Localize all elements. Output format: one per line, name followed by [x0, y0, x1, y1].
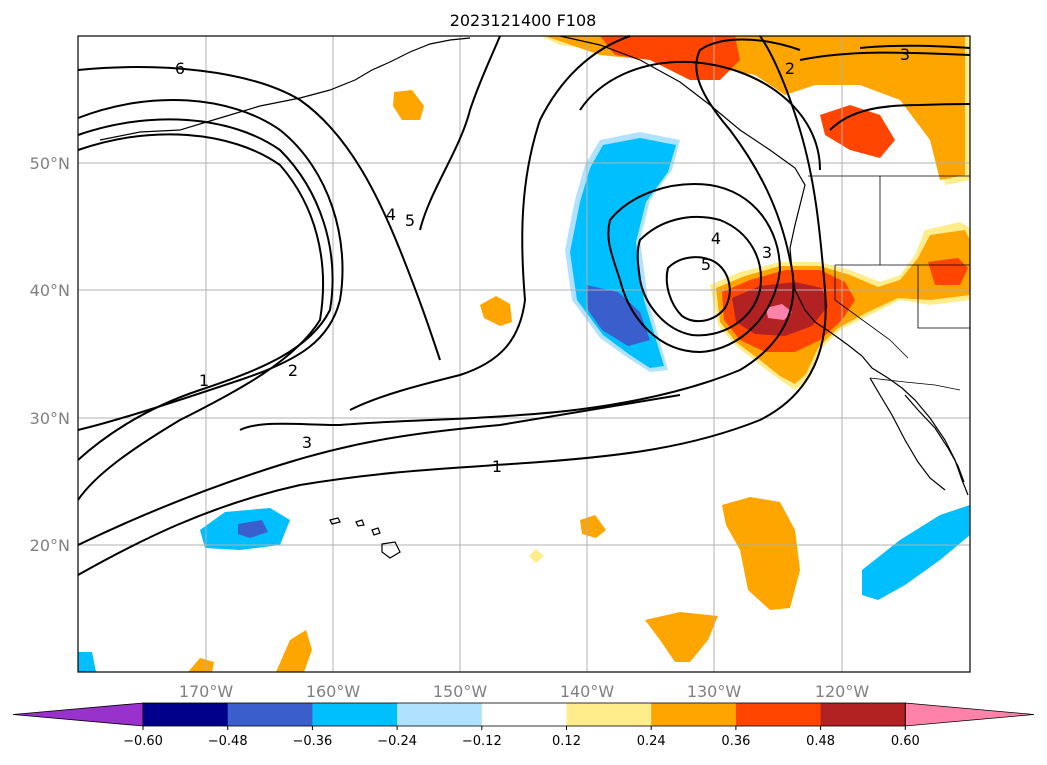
us-state-border-3: [917, 265, 970, 329]
lon-label: 130°W: [687, 682, 742, 701]
map-panel: 1 2 3 4 5 6 1 2 3 4 5 3: [77, 35, 971, 673]
contour-line: [859, 44, 971, 49]
map-title: 2023121400 F108: [450, 11, 597, 30]
anomaly-positive-south-5: [276, 630, 312, 672]
anomaly-positive-south-1: [722, 497, 800, 610]
contour-label: 3: [302, 433, 312, 452]
colorbar-frame: [142, 702, 906, 727]
contour-label: 3: [900, 45, 910, 64]
contour-line: [77, 133, 325, 501]
contour-labels: 1 2 3 4 5 6 1 2 3 4 5 3: [175, 45, 910, 476]
lat-label: 30°N: [30, 409, 70, 428]
anomaly-positive-region-north-core: [545, 36, 965, 180]
lon-label: 160°W: [306, 682, 361, 701]
colorbar-tick-label: 0.48: [806, 734, 835, 749]
colorbar-tick-label: −0.48: [208, 734, 248, 749]
contour-label: 2: [288, 361, 298, 380]
colorbar-segment: [735, 703, 822, 726]
contour-line: [419, 35, 501, 231]
anomaly-negative-baja: [862, 505, 970, 600]
anomaly-strong-bc: [820, 105, 895, 158]
anomaly-small-midpacific: [480, 296, 512, 326]
lon-label: 170°W: [179, 682, 234, 701]
anomaly-negative-left-edge: [78, 652, 96, 672]
alaska-peninsula-coast: [99, 37, 471, 141]
colorbar-segment: [227, 703, 313, 726]
political-borders: [808, 175, 970, 391]
colorbar-segment: [312, 703, 398, 726]
contour-line: [799, 51, 971, 61]
colorbar-tick-label: 0.12: [552, 734, 581, 749]
anomaly-small-alaska: [393, 90, 424, 120]
contour-line: [77, 99, 344, 431]
north-america-coast: [559, 35, 969, 496]
contour-label: 2: [785, 59, 795, 78]
hawaii-islands: [329, 517, 401, 559]
colorbar-extend-min: [12, 702, 144, 727]
gridlines: [78, 36, 970, 672]
colorbar-tick-label: −0.36: [292, 734, 332, 749]
contour-line: [829, 103, 971, 131]
lon-label: 150°W: [433, 682, 488, 701]
lon-label: 120°W: [815, 682, 870, 701]
contour-line: [77, 118, 334, 461]
contour-label: 6: [175, 59, 185, 78]
colorbar-segment: [397, 703, 483, 726]
anomaly-positive-south-6: [188, 658, 214, 672]
us-mexico-border: [869, 377, 961, 391]
anomaly-positive-south-4: [529, 549, 544, 563]
colorbar-tick-label: 0.24: [637, 734, 666, 749]
coastlines: [99, 35, 969, 496]
colorbar-tick-label: −0.12: [462, 734, 502, 749]
map-frame: [77, 35, 971, 673]
colorbar-segment: [651, 703, 737, 726]
contour-line: [579, 60, 821, 171]
lon-label: 140°W: [560, 682, 615, 701]
anomaly-positive-south-2: [645, 612, 718, 662]
colorbar-tick-label: −0.24: [377, 734, 417, 749]
colorbar-tick-label: −0.60: [123, 734, 163, 749]
contours: [77, 35, 971, 576]
contour-label: 4: [386, 205, 396, 224]
contour-line: [77, 66, 441, 361]
colorbar-segment: [566, 703, 652, 726]
latitude-labels: 50°N 40°N 30°N 20°N: [30, 154, 70, 555]
contour-line: [636, 216, 762, 337]
contour-line: [349, 35, 631, 411]
lat-label: 20°N: [30, 536, 70, 555]
gulf-of-california-coast: [904, 394, 965, 483]
colorbar-segment: [143, 703, 229, 726]
baja-coast: [869, 377, 946, 491]
anomaly-negative-offshore-core: [586, 285, 650, 346]
contour-line: [607, 183, 782, 354]
contour-line: [239, 38, 801, 431]
contour-label: 5: [701, 255, 711, 274]
contour-label: 1: [199, 371, 209, 390]
colorbar: −0.60 −0.48 −0.36 −0.24 −0.12 0.12 0.24 0.36 0.4…: [12, 702, 1035, 749]
anomaly-california-peak: [766, 304, 792, 320]
colorbar-tick-label: 0.36: [721, 734, 750, 749]
colorbar-extend-max: [904, 702, 1035, 727]
contour-label: 4: [711, 229, 721, 248]
colorbar-segment: [820, 703, 906, 726]
colorbar-tick-label: 0.60: [891, 734, 920, 749]
lat-label: 50°N: [30, 154, 70, 173]
lat-label: 40°N: [30, 281, 70, 300]
contour-line: [77, 35, 827, 576]
contour-label: 5: [405, 211, 415, 230]
contour-line: [665, 256, 731, 323]
contour-line: [77, 394, 681, 546]
anomaly-negative-hawaii-core: [238, 520, 268, 538]
california-nevada-border: [834, 265, 909, 359]
colorbar-segment: [481, 703, 567, 726]
longitude-labels: 170°W 160°W 150°W 140°W 130°W 120°W: [179, 682, 870, 701]
contour-label: 3: [762, 243, 772, 262]
contour-label: 1: [492, 457, 502, 476]
